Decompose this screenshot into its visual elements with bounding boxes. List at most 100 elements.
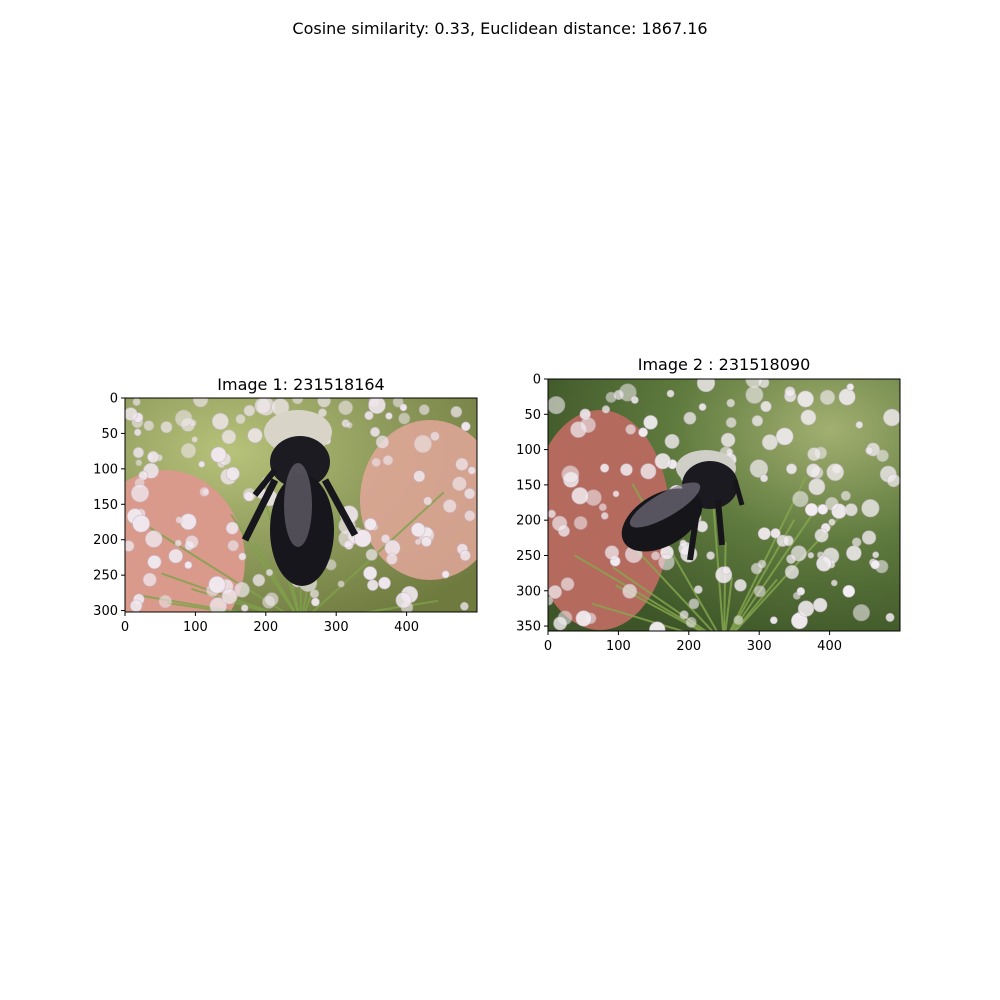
panel-2-floret (792, 591, 801, 600)
panel-2-floret (846, 545, 862, 561)
panel-1-axes: 0 100 200 300 400 0 50 100 150 200 250 300 (93, 392, 419, 636)
panel-1-floret (132, 447, 145, 459)
panel-2-floret (622, 583, 638, 599)
panel-1-floret (452, 476, 467, 492)
panel-2-floret (886, 473, 900, 488)
panel-1-floret (158, 594, 173, 609)
panel-2-floret (598, 503, 607, 512)
panel-2-floret (806, 463, 821, 478)
panel-2-floret (852, 604, 870, 622)
panel-1-floret (184, 561, 193, 570)
panel-1-floret (367, 579, 379, 591)
panel-2-floret (861, 499, 880, 518)
panel-2-floret (725, 417, 737, 428)
panel-1-floret (147, 450, 160, 463)
panel-1-floret (363, 566, 378, 581)
panel-2-ytick-label: 350 (516, 620, 541, 635)
panel-2-floret (548, 396, 566, 415)
panel-1-ytick-label: 300 (93, 604, 118, 619)
panel-2-floret (819, 389, 836, 406)
panel-2-bee (621, 450, 745, 561)
panel-1-ytick-label: 250 (93, 569, 118, 584)
panel-2-floret (830, 579, 838, 587)
panel-2-xtick-label: 400 (817, 639, 842, 654)
panel-1-floret (252, 573, 266, 587)
panel-2-title: Image 2 : 231518090 (638, 355, 811, 374)
panel-1-floret (371, 457, 381, 468)
panel-2-image (548, 379, 900, 631)
panel-2-finger (548, 410, 670, 630)
panel-2-floret (786, 463, 798, 475)
panel-1-flower-stem (230, 514, 296, 612)
panel-2-floret (816, 555, 832, 572)
panel-1-floret (180, 513, 197, 531)
panel-2-floret (683, 411, 697, 425)
panel-1-floret (459, 549, 471, 562)
panel-2-ytick-label: 100 (516, 443, 541, 458)
panel-2-floret (638, 427, 648, 438)
panel-1-floret (132, 514, 150, 533)
panel-1-floret (142, 572, 157, 587)
panel-1-floret (208, 576, 226, 594)
panel-1-floret (243, 404, 256, 417)
panel-1-floret (221, 588, 238, 605)
panel-2-floret (807, 447, 822, 462)
panel-1-floret (180, 442, 197, 459)
panel-1-floret (463, 487, 476, 500)
panel-1-floret (262, 595, 276, 609)
figure-suptitle: Cosine similarity: 0.33, Euclidean dista… (292, 19, 707, 38)
panel-2-frame (547, 378, 901, 632)
panel-2-floret (698, 403, 707, 411)
panel-2-floret (883, 408, 900, 427)
panel-1-xtick-label: 0 (121, 620, 129, 635)
panel-1-floret (192, 398, 209, 408)
panel-1-bee-leg (321, 478, 359, 537)
panel-2-floret (861, 530, 877, 545)
panel-1-floret (337, 580, 345, 588)
panel-2-floret (654, 453, 671, 470)
panel-1-floret (291, 398, 304, 405)
panel-1-floret (242, 487, 257, 502)
panel-1-floret (145, 530, 163, 548)
panel-1-floret (135, 459, 143, 467)
panel-1-floret (467, 466, 476, 475)
panel-2-floret (770, 528, 781, 539)
panel-1-xtick-label: 300 (324, 620, 349, 635)
panel-2-bee-leg (715, 499, 725, 546)
panel-1-floret (353, 529, 372, 548)
panel-2: Image 2 : 231518090 0 100 200 300 400 0 50 100 1… (516, 355, 901, 654)
panel-1-floret (125, 540, 135, 552)
panel-2-floret (792, 490, 809, 508)
panel-2-floret (650, 551, 661, 561)
panel-1-floret (413, 470, 426, 483)
panel-2-floret (800, 409, 817, 426)
panel-2-floret (872, 551, 880, 559)
panel-2-floret (693, 585, 703, 594)
panel-2-floret (828, 518, 836, 526)
panel-2-flower-stem (723, 541, 727, 631)
panel-1-floret (450, 406, 463, 418)
panel-2-floret (816, 551, 825, 559)
panel-1-floret (369, 426, 381, 438)
panel-1-floret (364, 410, 374, 421)
panel-2-xtick-label: 0 (544, 639, 552, 654)
panel-2-floret (797, 600, 815, 617)
panel-1-bee-thorax (270, 436, 330, 488)
panel-2-xtick-label: 200 (676, 639, 701, 654)
panel-2-floret (842, 585, 856, 598)
panel-1-floret (338, 400, 353, 416)
panel-2-ytick-label: 200 (516, 514, 541, 529)
panel-2-floret (551, 515, 568, 532)
panel-1-floret (221, 429, 237, 445)
panel-2-floret (604, 545, 620, 560)
panel-2-flower-stem (573, 554, 705, 631)
panel-2-floret (846, 383, 855, 391)
panel-2-floret (643, 415, 658, 430)
panel-1-floret (442, 499, 457, 513)
panel-1-floret (385, 412, 393, 420)
panel-2-floret (814, 528, 829, 543)
panel-1-floret (132, 398, 141, 407)
panel-1-floret (414, 538, 422, 546)
panel-1-floret (209, 597, 227, 612)
panel-1-floret (191, 436, 198, 443)
